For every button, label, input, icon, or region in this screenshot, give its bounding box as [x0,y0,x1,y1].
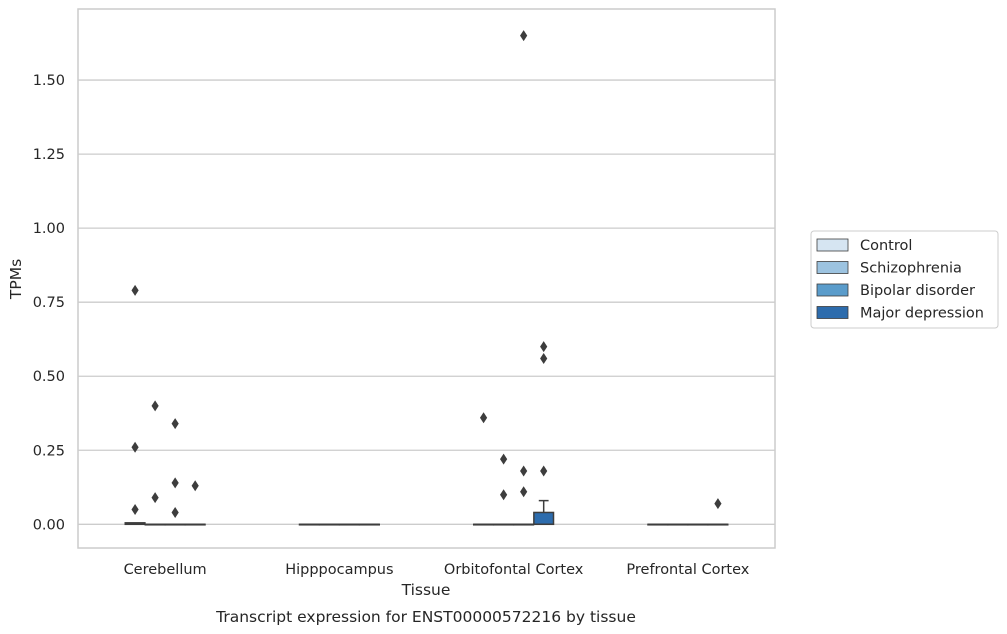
legend-swatch [816,306,849,319]
box [533,511,555,526]
legend: Control Schizophrenia Bipolar disorder Majo… [810,230,999,329]
legend-swatch [816,261,849,274]
outlier-point [171,418,179,430]
outlier-point [714,498,722,510]
outlier-point [520,465,528,477]
x-axis-ticks: Cerebellum Hipppocampus Orbitofontal Corte… [124,562,750,578]
outlier-point [540,352,548,364]
legend-swatch [816,238,849,252]
box-series [124,499,729,526]
y-tick-label: 0.00 [33,517,65,533]
y-axis-label: TPMs [7,259,25,300]
outlier-point [171,477,179,489]
legend-swatch [816,283,849,297]
outlier-point [191,480,199,492]
outlier-point [500,489,508,501]
outlier-point [479,412,488,424]
legend-label: Schizophrenia [860,261,962,277]
x-tick-label: Cerebellum [124,562,207,578]
chart-caption: Transcript expression for ENST0000057221… [215,608,636,626]
outlier-point [131,504,139,515]
outlier-point [171,506,179,518]
outlier-point [131,284,139,296]
outlier-point [520,30,528,42]
outlier-point [151,492,159,504]
y-tick-label: 1.00 [33,221,65,237]
x-tick-label: Orbitofontal Cortex [444,562,584,578]
outlier-point [500,453,508,465]
y-tick-label: 1.25 [33,147,65,163]
legend-frame [810,230,999,329]
outlier-point [131,441,139,453]
outlier-point [540,341,548,353]
legend-label: Major depression [860,306,984,322]
legend-label: Bipolar disorder [860,283,975,299]
y-tick-label: 0.25 [33,443,65,459]
y-tick-label: 1.50 [33,73,65,89]
legend-label: Control [860,238,912,254]
y-axis-ticks: 0.00 0.25 0.50 0.75 1.00 1.25 1.50 [33,73,65,533]
y-tick-label: 0.75 [33,295,65,311]
outlier-point [540,465,548,477]
plot-frame [77,8,776,549]
gridlines [78,79,775,525]
x-axis-label: Tissue [401,581,451,599]
outlier-points [131,30,722,518]
x-tick-label: Hipppocampus [285,562,393,578]
outlier-point [520,486,528,498]
outlier-point [151,400,159,412]
y-tick-label: 0.50 [33,369,65,385]
x-tick-label: Prefrontal Cortex [626,562,749,578]
